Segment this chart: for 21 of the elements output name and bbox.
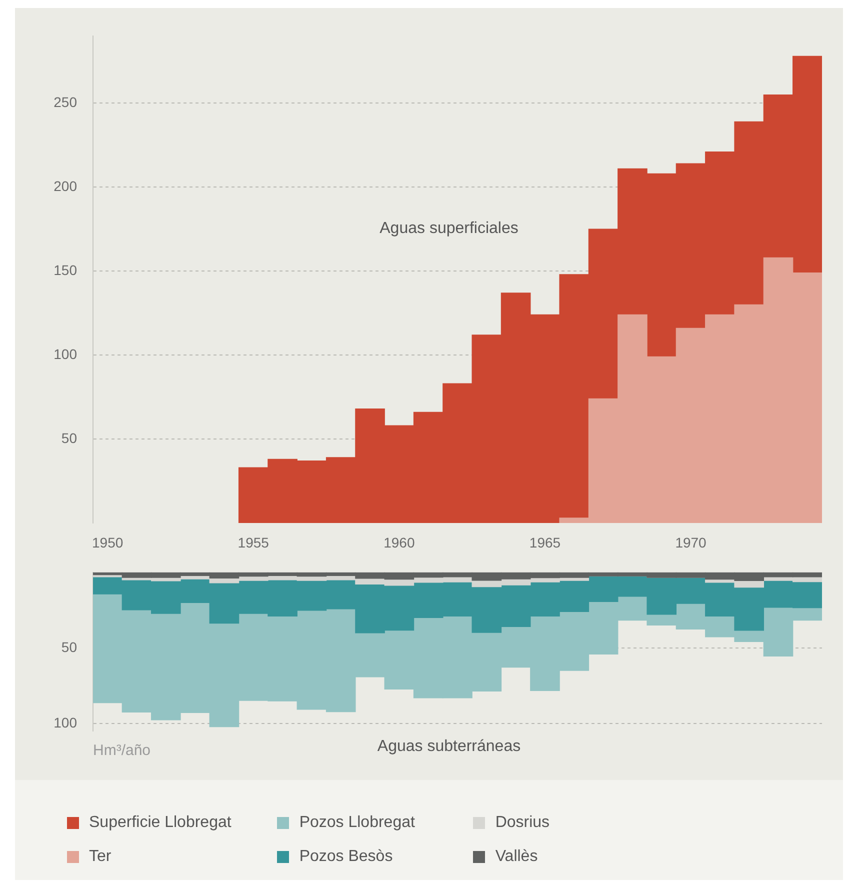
y-tick-label: 50 — [61, 430, 78, 446]
annotation: Aguas superficiales — [378, 220, 520, 238]
x-tick-label: 1970 — [675, 534, 707, 550]
text: Aguas subterráneas — [377, 738, 521, 755]
text: Hm³/año — [93, 742, 151, 759]
y-tick-label: 100 — [54, 714, 78, 730]
y-tick-label: 50 — [61, 638, 78, 655]
x-tick-label: 1960 — [384, 534, 415, 550]
legend-label: Vallès — [495, 848, 538, 866]
y-tick-label: 250 — [54, 94, 78, 110]
legend-label: Superficie Llobregat — [89, 814, 232, 832]
x-tick-label: 1965 — [529, 534, 561, 550]
x-tick-label: 1955 — [238, 534, 270, 550]
y-tick-label: 150 — [54, 262, 78, 278]
legend-label: Pozos Besòs — [299, 848, 393, 866]
y-tick-label: 100 — [54, 346, 78, 362]
legend-label: Dosrius — [495, 814, 550, 832]
legend-label: Ter — [89, 848, 112, 866]
legend-label: Pozos Llobregat — [299, 814, 415, 832]
y-tick-label: 200 — [54, 178, 78, 194]
x-tick-label: 1950 — [92, 534, 124, 550]
